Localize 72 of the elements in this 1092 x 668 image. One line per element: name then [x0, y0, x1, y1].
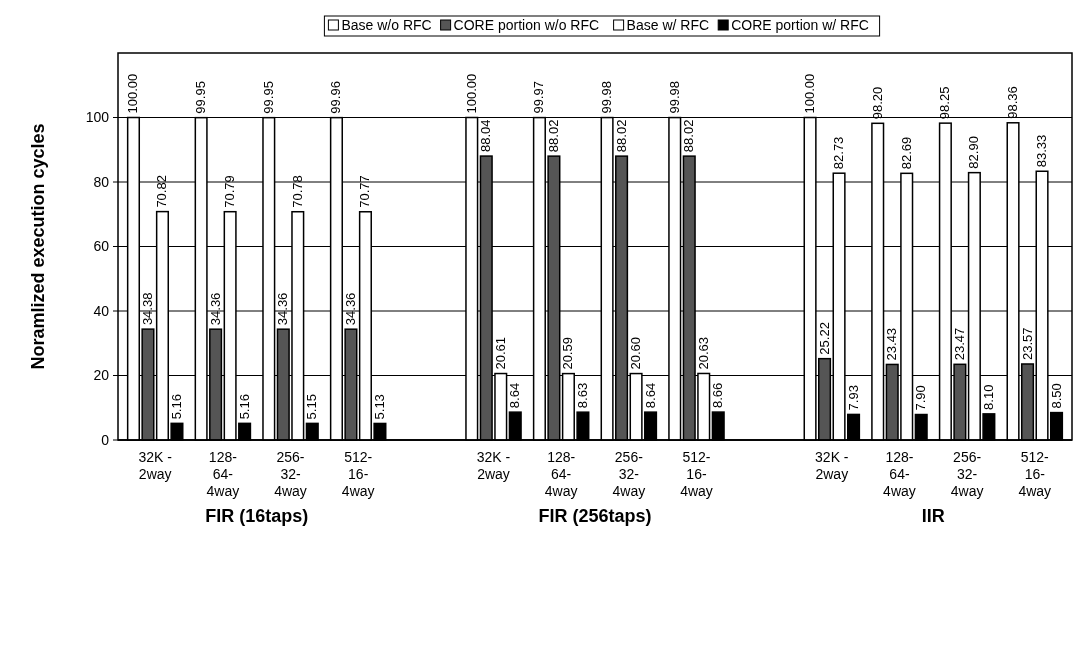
text: FIR (16taps) [205, 506, 309, 526]
data-label: 99.97 [531, 81, 547, 114]
x-tick-label: 512-16-4way [680, 449, 713, 499]
data-label: 82.73 [831, 136, 847, 170]
x-tick-label: 128-64-4way [544, 449, 578, 499]
y-tick-label: 80 [93, 173, 110, 190]
data-label: 8.50 [1048, 383, 1064, 409]
x-tick-label: 256-32-4way [950, 449, 984, 499]
data-label: 5.13 [371, 394, 387, 420]
data-label: 34.36 [275, 292, 291, 326]
y-tick-label: 100 [85, 109, 110, 126]
data-label: 98.36 [1005, 86, 1021, 119]
data-label: 88.02 [545, 119, 561, 153]
data-label: 70.79 [222, 175, 238, 208]
data-label: 20.60 [628, 337, 644, 370]
data-label: 8.63 [574, 382, 590, 409]
data-label: 99.98 [599, 81, 615, 114]
data-label: 99.96 [328, 81, 344, 114]
data-label: 34.36 [207, 292, 223, 326]
data-label: 23.47 [951, 327, 967, 361]
data-label: 100.00 [463, 73, 479, 114]
x-tick-label: 512-16-4way [341, 449, 375, 499]
data-label: 20.59 [560, 337, 576, 370]
data-label: 100.00 [125, 73, 141, 114]
data-label: 20.61 [492, 336, 508, 370]
data-label: 34.38 [139, 292, 155, 326]
data-label: 7.93 [845, 385, 861, 411]
data-label: 70.77 [357, 175, 373, 208]
data-label: 99.95 [193, 81, 209, 114]
data-label: 5.16 [236, 394, 252, 420]
data-label: 88.02 [681, 119, 697, 153]
y-axis-title: Noramlized execution cycles [28, 123, 48, 370]
data-label: 34.36 [342, 292, 358, 326]
data-label: 23.43 [884, 327, 900, 361]
data-label: 70.78 [289, 175, 305, 208]
legend-label: Base w/o RFC [341, 17, 432, 33]
data-label: 99.95 [260, 81, 276, 114]
legend-label: CORE portion w/o RFC [453, 17, 600, 33]
y-tick-label: 20 [93, 367, 110, 384]
y-tick-label: 0 [101, 431, 110, 448]
x-tick-label: 256-32-4way [612, 449, 646, 499]
data-label: 5.15 [304, 394, 320, 420]
data-label: 82.90 [966, 136, 982, 169]
data-label: 8.64 [642, 382, 658, 409]
x-tick-label: 128-64-4way [883, 449, 916, 499]
y-tick-label: 40 [93, 302, 110, 319]
data-label: 88.04 [478, 119, 494, 153]
data-label: 7.90 [913, 385, 929, 411]
data-label: 25.22 [816, 322, 832, 355]
data-label: 20.63 [695, 336, 711, 370]
data-label: 88.02 [613, 119, 629, 153]
data-label: 5.16 [168, 394, 184, 420]
x-tick-label: 512-16-4way [1018, 449, 1052, 499]
data-label: 83.33 [1034, 134, 1050, 168]
x-tick-label: 128-64-4way [206, 449, 240, 499]
text: IIR [921, 506, 945, 526]
x-tick-label: 32K - 2way [138, 449, 173, 482]
x-tick-label: 32K - 2way [476, 449, 511, 482]
data-label: 8.66 [710, 382, 726, 409]
text: FIR (256taps) [538, 506, 652, 526]
data-label: 23.57 [1019, 327, 1035, 360]
data-label: 100.00 [802, 73, 818, 114]
x-tick-label: 256-32-4way [274, 449, 307, 499]
y-tick-label: 60 [93, 238, 110, 255]
data-label: 8.64 [507, 382, 523, 409]
data-label: 70.82 [154, 175, 170, 208]
data-label: 8.10 [980, 384, 996, 410]
data-label: 82.69 [898, 136, 914, 170]
legend-label: CORE portion w/ RFC [731, 17, 869, 33]
data-label: 99.98 [666, 81, 682, 114]
x-tick-label: 32K - 2way [815, 449, 849, 482]
legend-label: Base w/ RFC [626, 17, 710, 33]
